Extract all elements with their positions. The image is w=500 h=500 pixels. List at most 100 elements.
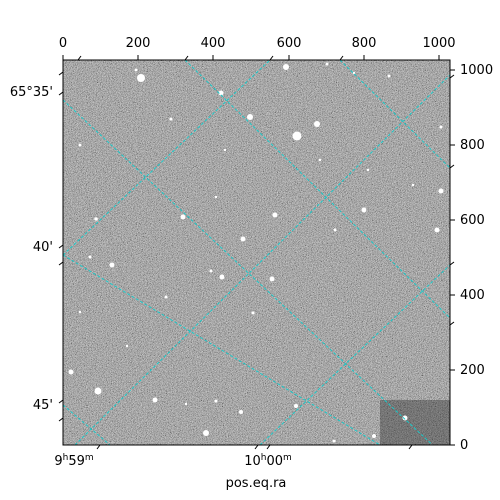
axis-tick <box>58 71 64 76</box>
axis-tick <box>449 164 455 169</box>
top-tick-label: 1000 <box>422 36 455 51</box>
top-axis: 0 200 400 600 800 1000 <box>59 36 456 51</box>
dec-tick-label: 40' <box>33 240 53 255</box>
ra-tick-label: 10h00m <box>244 453 292 469</box>
axis-tick <box>58 399 64 404</box>
axis-ticks <box>58 55 455 450</box>
star <box>109 262 115 268</box>
star <box>387 74 391 78</box>
grid-line <box>74 74 450 445</box>
right-tick-label: 600 <box>460 213 485 228</box>
star <box>125 344 129 348</box>
star <box>372 434 376 438</box>
star <box>214 195 218 199</box>
star <box>352 71 356 75</box>
star <box>184 402 188 406</box>
plot-frame <box>62 59 451 446</box>
dec-tick-label: 45' <box>33 398 53 413</box>
star <box>272 212 278 218</box>
right-tick-label: 400 <box>460 288 485 303</box>
x-axis-title: pos.eq.ra <box>226 476 287 491</box>
grid-line <box>259 264 450 445</box>
grid-line <box>63 99 433 445</box>
star <box>411 183 415 187</box>
ra-axis: 9h59m 10h00m <box>54 453 291 469</box>
grid-line <box>63 254 381 445</box>
star <box>78 143 82 147</box>
top-tick-label: 800 <box>352 36 377 51</box>
star <box>240 236 246 242</box>
star <box>94 387 102 395</box>
star <box>434 227 440 233</box>
star <box>88 255 92 259</box>
star-field <box>68 62 444 443</box>
axis-tick <box>77 55 82 61</box>
star <box>134 68 138 72</box>
grid-line <box>63 404 111 445</box>
star <box>251 311 255 315</box>
star <box>180 214 186 220</box>
star <box>314 121 320 127</box>
star <box>325 62 329 66</box>
star <box>239 410 243 414</box>
star <box>247 114 253 120</box>
dec-axis: 65°35' 40' 45' <box>10 85 53 413</box>
axis-tick <box>269 55 274 61</box>
right-axis: 0 200 400 600 800 1000 <box>460 63 493 453</box>
axis-tick <box>58 261 64 266</box>
star <box>333 228 337 232</box>
star <box>361 207 367 213</box>
star <box>223 148 227 152</box>
axis-tick <box>58 91 64 96</box>
axis-tick <box>58 244 64 249</box>
star <box>438 188 444 194</box>
right-tick-label: 1000 <box>460 63 493 78</box>
right-tick-label: 800 <box>460 138 485 153</box>
coordinate-grid <box>63 60 450 445</box>
star <box>169 117 173 121</box>
star <box>294 404 298 408</box>
axis-tick <box>254 444 259 450</box>
star <box>94 217 98 221</box>
grid-line <box>63 60 271 256</box>
dec-tick-label: 65°35' <box>10 85 53 100</box>
top-tick-label: 400 <box>201 36 226 51</box>
star <box>152 397 158 403</box>
top-tick-label: 200 <box>126 36 151 51</box>
star <box>218 90 224 96</box>
star <box>78 310 82 314</box>
star <box>332 439 336 443</box>
star <box>402 415 408 421</box>
star <box>269 276 275 282</box>
right-tick-label: 0 <box>460 438 468 453</box>
axis-tick <box>266 444 271 450</box>
axis-tick <box>184 55 189 61</box>
top-tick-label: 600 <box>277 36 302 51</box>
axis-tick <box>58 417 64 422</box>
axis-tick <box>449 74 455 79</box>
star <box>219 274 225 280</box>
grid-line <box>184 60 450 319</box>
star <box>292 131 302 141</box>
star <box>137 74 145 82</box>
star <box>68 369 74 375</box>
axis-tick <box>339 55 344 61</box>
right-tick-label: 200 <box>460 363 485 378</box>
grid-line <box>339 60 450 169</box>
top-tick-label: 0 <box>59 36 67 51</box>
axis-tick <box>96 444 101 450</box>
star <box>164 295 168 299</box>
axis-tick <box>449 321 455 326</box>
sky-image <box>63 60 450 445</box>
star <box>366 168 370 172</box>
star <box>439 125 443 129</box>
star <box>203 430 209 436</box>
axis-tick <box>408 444 413 450</box>
star <box>214 399 218 403</box>
star <box>283 64 289 70</box>
ra-tick-label: 9h59m <box>54 453 93 469</box>
star <box>209 269 213 273</box>
star <box>318 158 322 162</box>
axis-tick <box>449 261 455 266</box>
